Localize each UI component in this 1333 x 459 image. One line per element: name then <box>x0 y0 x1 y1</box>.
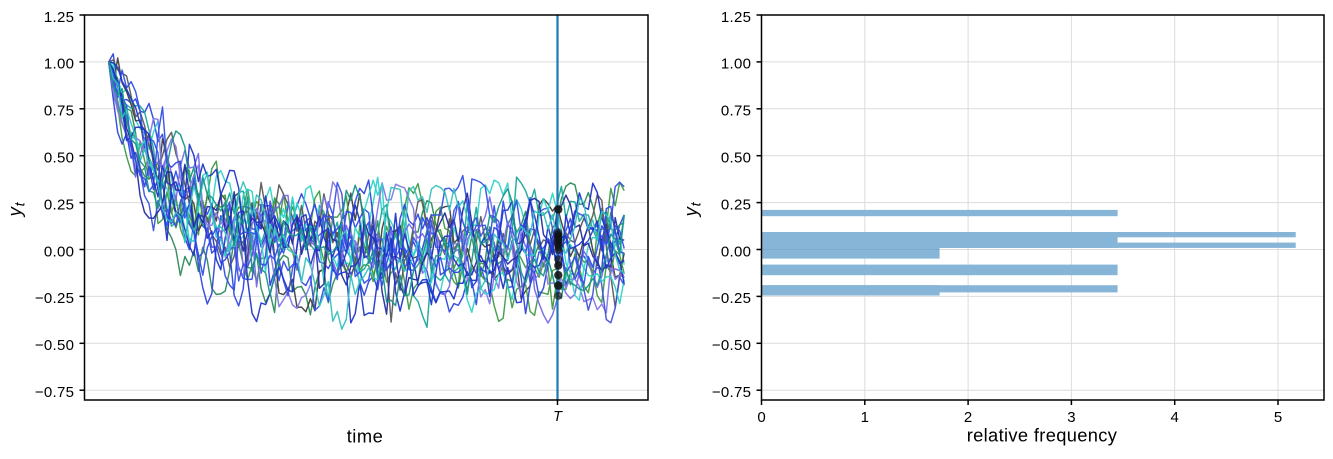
svg-text:relative frequency: relative frequency <box>967 425 1118 446</box>
svg-text:0.00: 0.00 <box>44 243 74 260</box>
svg-text:−0.25: −0.25 <box>712 290 751 307</box>
svg-text:0.75: 0.75 <box>44 103 74 120</box>
svg-text:time: time <box>347 426 384 447</box>
svg-text:0.00: 0.00 <box>721 243 751 260</box>
svg-text:0.50: 0.50 <box>721 150 751 167</box>
svg-text:−0.75: −0.75 <box>712 384 751 401</box>
svg-text:−0.75: −0.75 <box>35 384 74 401</box>
svg-text:1.25: 1.25 <box>44 9 74 26</box>
svg-text:5: 5 <box>1274 409 1282 426</box>
svg-text:1.00: 1.00 <box>44 56 74 73</box>
svg-text:−0.50: −0.50 <box>712 337 751 354</box>
svg-text:0.25: 0.25 <box>44 196 74 213</box>
svg-text:1.00: 1.00 <box>721 56 751 73</box>
svg-text:0.50: 0.50 <box>44 150 74 167</box>
svg-text:4: 4 <box>1171 409 1179 426</box>
svg-text:T: T <box>553 409 563 425</box>
svg-text:1: 1 <box>861 409 869 426</box>
svg-text:3: 3 <box>1067 409 1075 426</box>
svg-text:0: 0 <box>757 409 765 426</box>
svg-text:0.75: 0.75 <box>721 103 751 120</box>
svg-text:0.25: 0.25 <box>721 196 751 213</box>
svg-text:−0.50: −0.50 <box>35 337 74 354</box>
svg-text:−0.25: −0.25 <box>35 290 74 307</box>
svg-text:1.25: 1.25 <box>721 9 751 26</box>
svg-text:2: 2 <box>964 409 972 426</box>
